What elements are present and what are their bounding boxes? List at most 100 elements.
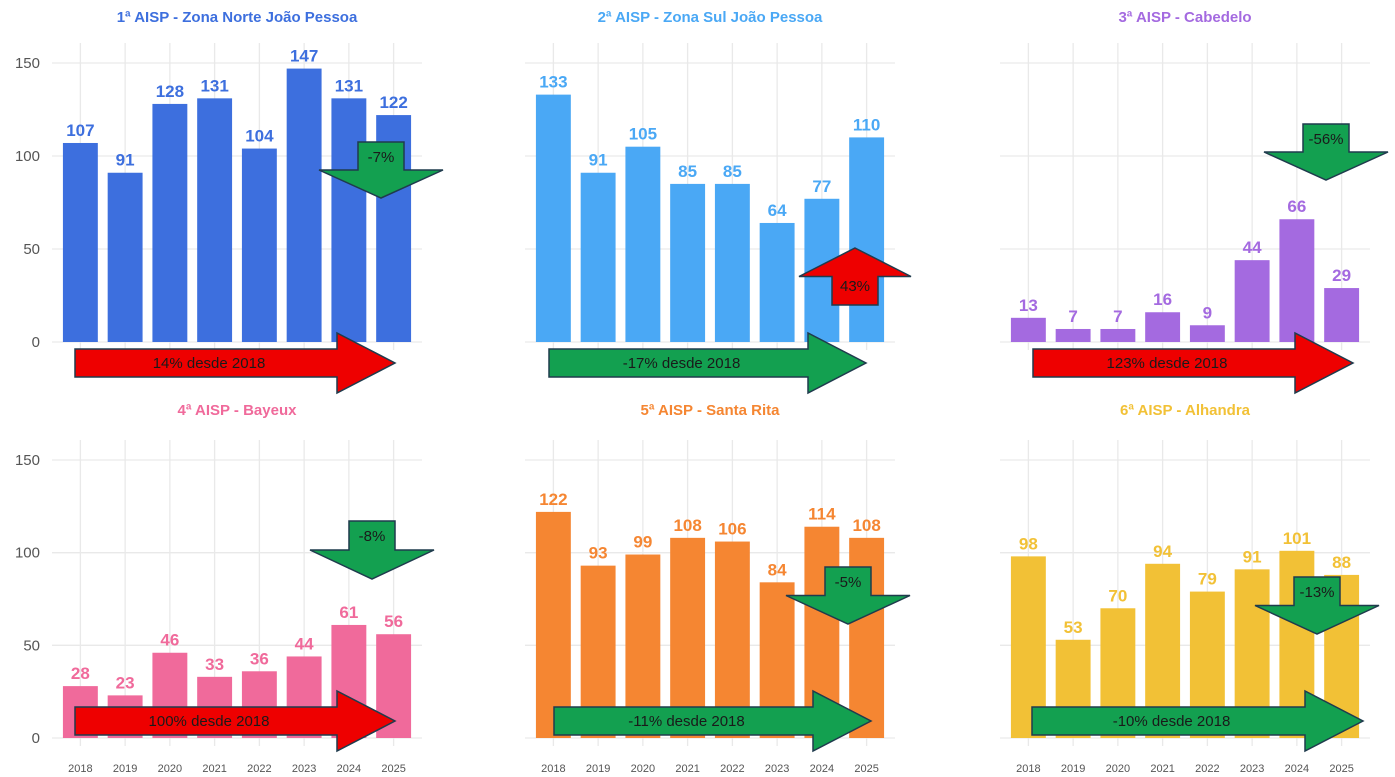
- bar-value-label: 7: [1113, 307, 1122, 326]
- y-tick-label: 50: [23, 637, 40, 654]
- bar-value-label: 147: [290, 47, 318, 66]
- trend-arrow-label: 14% desde 2018: [153, 355, 266, 372]
- trend-down-arrow: [553, 689, 873, 753]
- y-tick-label: 50: [23, 241, 40, 258]
- bar-value-label: 101: [1283, 529, 1311, 548]
- y-tick-label: 150: [15, 55, 40, 72]
- chart-panel-4: 4ª AISP - Bayeux 0 50 100 150 28 2018 23 2019 46 2…: [15, 402, 435, 775]
- change-arrow-label: -5%: [835, 574, 862, 591]
- bar-value-label: 29: [1332, 266, 1351, 285]
- chart-title: 4ª AISP - Bayeux: [178, 402, 298, 419]
- x-tick-label: 2018: [1016, 763, 1040, 775]
- bar-value-label: 66: [1287, 197, 1306, 216]
- y-tick-label: 150: [15, 452, 40, 469]
- chart-title: 3ª AISP - Cabedelo: [1118, 9, 1251, 26]
- trend-arrow-label: -10% desde 2018: [1113, 713, 1231, 730]
- chart-title: 1ª AISP - Zona Norte João Pessoa: [117, 9, 358, 26]
- bar-value-label: 70: [1108, 586, 1127, 605]
- x-tick-label: 2024: [1285, 763, 1309, 775]
- bar: [1189, 325, 1225, 342]
- bar-value-label: 28: [71, 664, 90, 683]
- bar-value-label: 77: [812, 177, 831, 196]
- bar-value-label: 16: [1153, 290, 1172, 309]
- x-tick-label: 2022: [1195, 763, 1219, 775]
- x-tick-label: 2022: [247, 763, 271, 775]
- chart-title: 2ª AISP - Zona Sul João Pessoa: [598, 9, 823, 26]
- trend-up-arrow: [1032, 331, 1355, 395]
- bar-value-label: 85: [723, 162, 742, 181]
- trend-arrow-label: -11% desde 2018: [628, 713, 744, 730]
- bar: [625, 146, 661, 342]
- x-tick-label: 2024: [337, 763, 361, 775]
- bar-value-label: 99: [633, 533, 652, 552]
- bar-value-label: 122: [539, 490, 567, 509]
- trend-down-arrow: [1031, 689, 1365, 753]
- bar-value-label: 93: [589, 544, 608, 563]
- x-tick-label: 2025: [381, 763, 405, 775]
- bar-value-label: 64: [768, 201, 787, 220]
- bar-value-label: 44: [295, 634, 314, 653]
- bar-value-label: 36: [250, 649, 269, 668]
- chart-title: 5ª AISP - Santa Rita: [641, 402, 781, 419]
- x-tick-label: 2025: [854, 763, 878, 775]
- trend-up-arrow: [74, 689, 397, 753]
- change-down-arrow: [318, 141, 444, 199]
- change-down-arrow: [1263, 123, 1389, 181]
- bar: [241, 148, 277, 342]
- bar: [197, 98, 233, 342]
- x-tick-label: 2021: [202, 763, 226, 775]
- y-tick-label: 0: [32, 730, 40, 747]
- x-tick-label: 2019: [113, 763, 137, 775]
- bar-value-label: 88: [1332, 553, 1351, 572]
- bar: [286, 68, 322, 342]
- bar: [670, 183, 706, 342]
- change-up-arrow: [798, 247, 912, 306]
- bar: [1279, 219, 1315, 342]
- change-arrow-label: -7%: [368, 149, 395, 166]
- bar-value-label: 94: [1153, 542, 1172, 561]
- bar-value-label: 56: [384, 612, 403, 631]
- bar: [1010, 317, 1046, 342]
- bar: [759, 222, 795, 342]
- bar: [714, 183, 750, 342]
- bar: [849, 137, 885, 342]
- bar-value-label: 91: [116, 151, 135, 170]
- y-tick-label: 100: [15, 545, 40, 562]
- bar-value-label: 107: [66, 121, 94, 140]
- bar: [714, 541, 750, 738]
- x-tick-label: 2020: [631, 763, 655, 775]
- change-down-arrow: [309, 520, 435, 580]
- bar-value-label: 85: [678, 162, 697, 181]
- bar-value-label: 114: [808, 505, 836, 524]
- x-tick-label: 2018: [68, 763, 92, 775]
- bar-value-label: 110: [853, 115, 880, 134]
- trend-up-arrow: [74, 331, 397, 395]
- bar-value-label: 128: [156, 82, 184, 101]
- bar-value-label: 91: [589, 151, 608, 170]
- bar-value-label: 133: [539, 73, 567, 92]
- y-tick-label: 100: [15, 148, 40, 165]
- x-tick-label: 2019: [1061, 763, 1085, 775]
- bar-value-label: 44: [1243, 238, 1262, 257]
- bar: [1234, 260, 1270, 342]
- bar: [107, 172, 143, 342]
- bar-value-label: 104: [245, 127, 274, 146]
- bar-value-label: 46: [160, 631, 179, 650]
- bar-value-label: 108: [673, 516, 701, 535]
- bar-value-label: 91: [1243, 547, 1262, 566]
- x-tick-label: 2022: [720, 763, 744, 775]
- change-down-arrow: [785, 566, 911, 625]
- y-tick-label: 0: [32, 334, 40, 351]
- bar-value-label: 79: [1198, 570, 1217, 589]
- bar-value-label: 33: [205, 655, 224, 674]
- bar-value-label: 131: [200, 76, 228, 95]
- x-tick-label: 2021: [1150, 763, 1174, 775]
- bar: [1100, 328, 1136, 342]
- x-tick-label: 2025: [1329, 763, 1353, 775]
- x-tick-label: 2023: [765, 763, 789, 775]
- change-arrow-label: -56%: [1308, 131, 1343, 148]
- bar: [580, 172, 616, 342]
- x-tick-label: 2018: [541, 763, 565, 775]
- change-arrow-label: -8%: [359, 528, 386, 545]
